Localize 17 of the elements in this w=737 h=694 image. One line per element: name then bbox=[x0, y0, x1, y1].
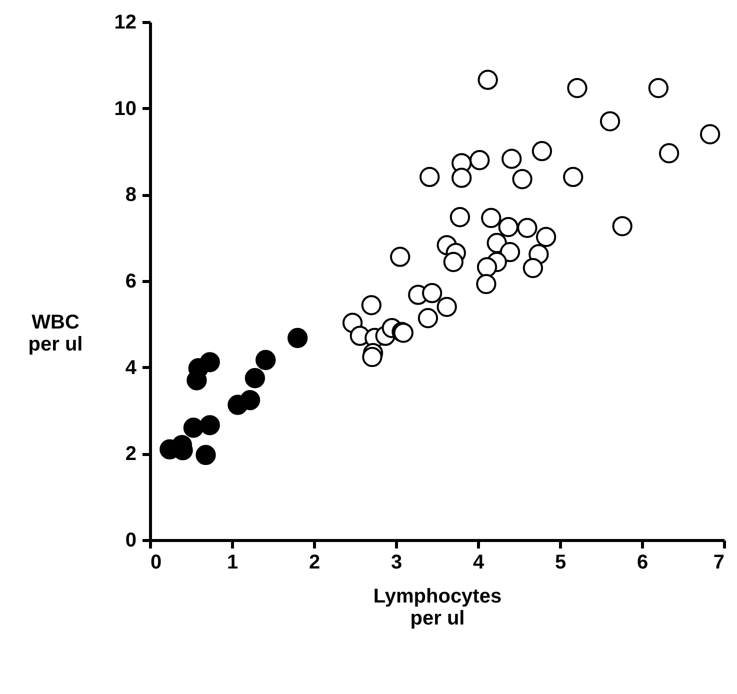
y-tick-label: 0 bbox=[125, 530, 136, 552]
y-tick-label: 4 bbox=[125, 356, 138, 379]
x-tick-label: 4 bbox=[472, 552, 485, 574]
y-tick-label: 8 bbox=[125, 184, 136, 206]
y-tick-label: 2 bbox=[125, 443, 136, 466]
x-tick-label: 6 bbox=[636, 552, 648, 574]
y-tick-label: 6 bbox=[125, 270, 136, 292]
x-tick-label: 5 bbox=[554, 552, 566, 574]
y-tick-label: 10 bbox=[114, 98, 136, 120]
x-tick-label: 2 bbox=[308, 552, 320, 574]
x-tick-label: 1 bbox=[226, 552, 238, 574]
x-tick-label: 3 bbox=[390, 552, 402, 574]
x-tick-label: 7 bbox=[713, 552, 724, 574]
y-axis-title: WBC per ul bbox=[28, 312, 83, 356]
x-tick-label: 0 bbox=[150, 552, 162, 574]
x-axis-title: Lymphocytes per ul bbox=[373, 586, 502, 630]
y-tick-label: 12 bbox=[114, 12, 136, 34]
